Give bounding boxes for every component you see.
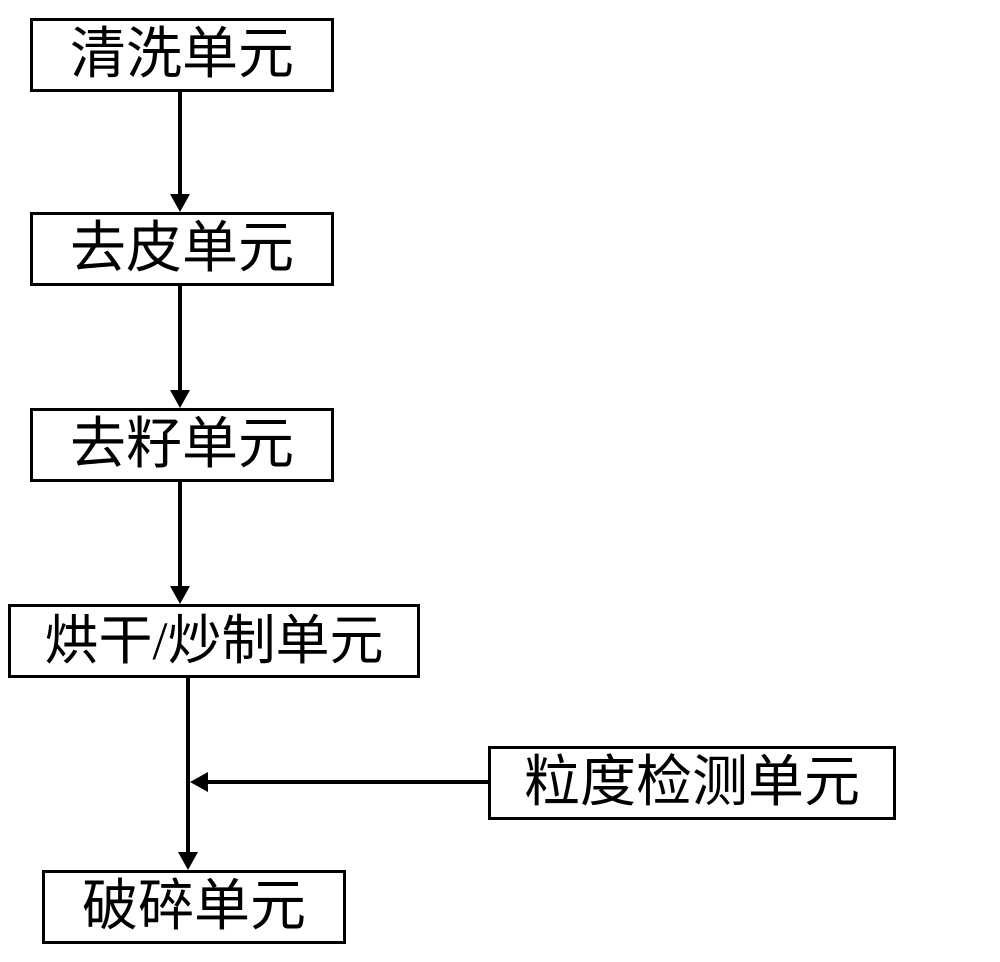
arrow-head-icon [178,852,198,870]
flowchart-edge [178,286,182,390]
node-label: 去皮单元 [70,221,294,277]
flowchart-container: 清洗单元 去皮单元 去籽单元 烘干/炒制单元 破碎单元 粒度检测单元 [0,0,1000,962]
flowchart-node-drying: 烘干/炒制单元 [8,604,420,678]
flowchart-edge [186,678,190,852]
flowchart-node-seeding: 去籽单元 [30,408,334,482]
flowchart-node-cleaning: 清洗单元 [30,18,334,92]
flowchart-node-crushing: 破碎单元 [42,870,346,944]
flowchart-node-particle-detection: 粒度检测单元 [488,746,896,820]
arrow-head-icon [170,586,190,604]
node-label: 粒度检测单元 [524,755,860,811]
node-label: 清洗单元 [70,27,294,83]
flowchart-edge [208,780,488,784]
arrow-head-icon [170,390,190,408]
arrow-head-icon [190,772,208,792]
flowchart-node-peeling: 去皮单元 [30,212,334,286]
arrow-head-icon [170,194,190,212]
node-label: 去籽单元 [70,417,294,473]
node-label: 烘干/炒制单元 [44,614,383,668]
flowchart-edge [178,92,182,194]
flowchart-edge [178,482,182,586]
node-label: 破碎单元 [82,879,306,935]
